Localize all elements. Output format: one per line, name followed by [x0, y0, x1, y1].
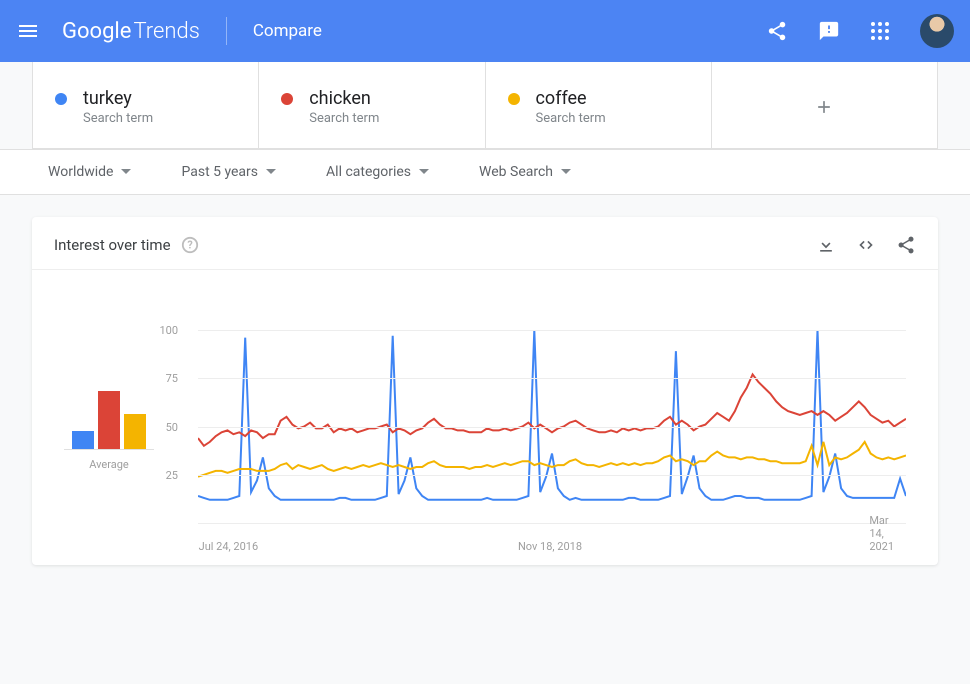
- chevron-down-icon: [266, 167, 276, 177]
- filter-geo[interactable]: Worldwide: [48, 164, 131, 180]
- x-tick-label: Mar 14, 2021: [869, 514, 894, 553]
- gridline: [198, 475, 906, 476]
- line-chart[interactable]: 255075100Jul 24, 2016Nov 18, 2018Mar 14,…: [184, 330, 916, 535]
- avg-bar: [98, 391, 120, 449]
- filter-time[interactable]: Past 5 years: [181, 164, 276, 180]
- help-icon[interactable]: ?: [181, 236, 199, 254]
- term-subtype: Search term: [83, 111, 153, 126]
- add-term-button[interactable]: [712, 62, 937, 148]
- average-bars: Average: [54, 330, 164, 535]
- avg-bar: [72, 431, 94, 449]
- gridline: [198, 330, 906, 331]
- average-label: Average: [89, 458, 129, 471]
- logo[interactable]: Google Trends: [62, 19, 200, 44]
- logo-trends: Trends: [133, 19, 199, 44]
- divider: [226, 17, 227, 45]
- app-header: Google Trends Compare: [0, 0, 970, 62]
- y-tick-label: 25: [166, 469, 178, 482]
- chevron-down-icon: [419, 167, 429, 177]
- y-tick-label: 75: [166, 372, 178, 385]
- term-label: turkey: [83, 88, 153, 109]
- logo-google: Google: [62, 19, 131, 44]
- filter-searchtype[interactable]: Web Search: [479, 164, 571, 180]
- download-icon[interactable]: [816, 235, 836, 255]
- series-line: [198, 374, 906, 445]
- term-subtype: Search term: [309, 111, 379, 126]
- term-label: chicken: [309, 88, 379, 109]
- chevron-down-icon: [121, 167, 131, 177]
- menu-icon[interactable]: [16, 19, 40, 43]
- svg-text:?: ?: [187, 239, 192, 252]
- gridline: [198, 427, 906, 428]
- gridline: [198, 523, 906, 524]
- filter-geo-label: Worldwide: [48, 164, 113, 180]
- x-tick-label: Jul 24, 2016: [199, 540, 259, 553]
- share-icon[interactable]: [896, 235, 916, 255]
- filter-time-label: Past 5 years: [181, 164, 258, 180]
- plus-icon: [814, 97, 834, 117]
- share-icon[interactable]: [766, 20, 788, 42]
- tab-compare[interactable]: Compare: [253, 21, 322, 41]
- term-dot: [508, 93, 520, 105]
- x-tick-label: Nov 18, 2018: [518, 540, 582, 553]
- term-card-0[interactable]: turkey Search term: [33, 62, 259, 148]
- interest-over-time-panel: Interest over time ? Average 255075100Ju…: [32, 217, 938, 565]
- chevron-down-icon: [561, 167, 571, 177]
- term-card-1[interactable]: chicken Search term: [259, 62, 485, 148]
- term-subtype: Search term: [536, 111, 606, 126]
- filters-bar: Worldwide Past 5 years All categories We…: [0, 149, 970, 195]
- panel-header: Interest over time ?: [32, 217, 938, 270]
- filter-category[interactable]: All categories: [326, 164, 429, 180]
- avatar[interactable]: [920, 14, 954, 48]
- apps-icon[interactable]: [870, 21, 890, 41]
- feedback-icon[interactable]: [818, 20, 840, 42]
- term-dot: [281, 93, 293, 105]
- term-label: coffee: [536, 88, 606, 109]
- gridline: [198, 378, 906, 379]
- y-tick-label: 50: [166, 421, 178, 434]
- term-dot: [55, 93, 67, 105]
- header-actions: [766, 14, 954, 48]
- filter-category-label: All categories: [326, 164, 411, 180]
- embed-icon[interactable]: [856, 235, 876, 255]
- term-card-2[interactable]: coffee Search term: [486, 62, 712, 148]
- chart-area: Average 255075100Jul 24, 2016Nov 18, 201…: [32, 270, 938, 535]
- avg-bar: [124, 414, 146, 449]
- compare-terms-row: turkey Search term chicken Search term c…: [32, 62, 938, 149]
- panel-title: Interest over time: [54, 236, 171, 254]
- y-tick-label: 100: [159, 324, 178, 337]
- filter-searchtype-label: Web Search: [479, 164, 553, 180]
